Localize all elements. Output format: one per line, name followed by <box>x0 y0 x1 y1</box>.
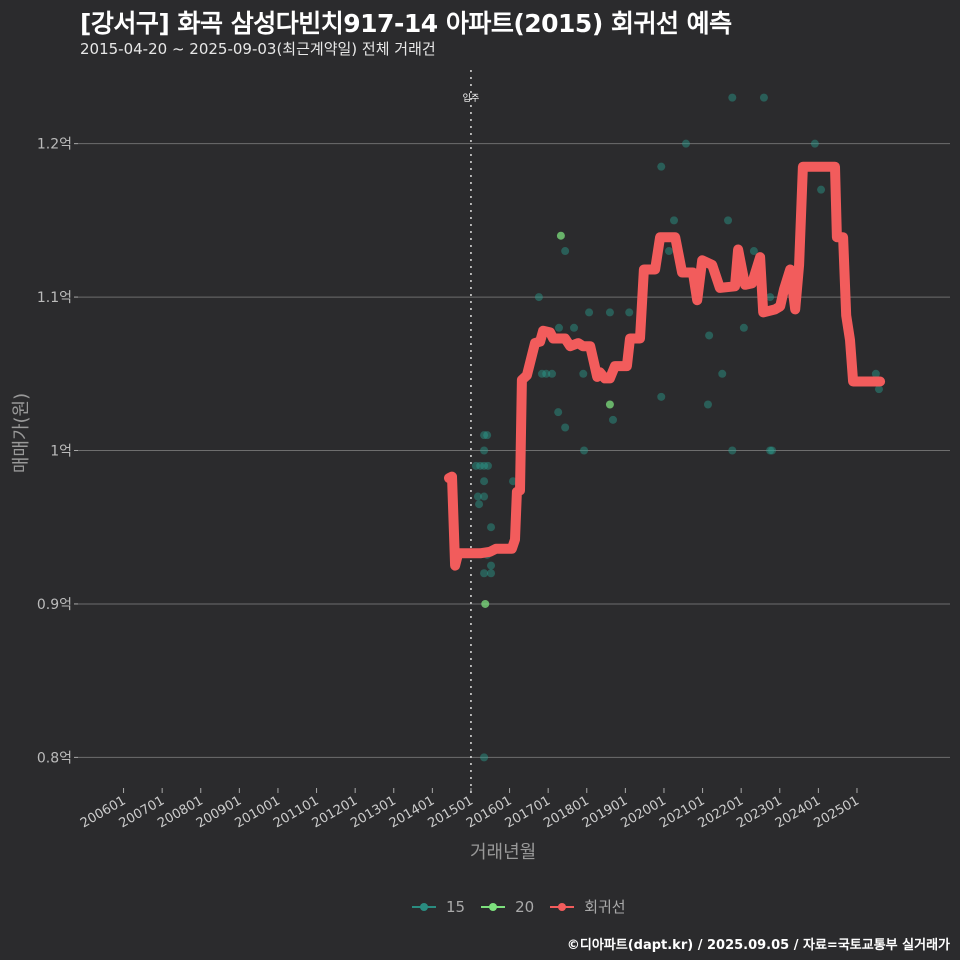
data-point-15 <box>657 162 666 171</box>
data-point-15 <box>739 323 748 332</box>
legend-item-regression: 회귀선 <box>550 896 626 917</box>
data-point-15 <box>718 369 727 378</box>
data-point-15 <box>724 216 733 225</box>
data-point-15 <box>483 431 492 440</box>
data-point-15 <box>476 461 485 470</box>
source-caption: ©디아파트(dapt.kr) / 2025.09.05 / 자료=국토교통부 실… <box>566 938 950 953</box>
data-point-15 <box>728 446 737 455</box>
legend-item-15: 15 <box>412 898 465 916</box>
data-point-15 <box>768 446 777 455</box>
data-point-15 <box>487 561 496 570</box>
data-point-15 <box>817 185 826 194</box>
data-point-15 <box>480 492 489 501</box>
data-point-15 <box>509 477 518 486</box>
data-point-15 <box>871 369 880 378</box>
data-point-15 <box>487 569 496 578</box>
legend-key-15 <box>412 902 436 911</box>
data-point-15 <box>681 139 690 148</box>
data-point-15 <box>534 293 543 302</box>
data-point-20 <box>605 400 614 409</box>
data-point-20 <box>556 231 565 240</box>
data-point-15 <box>473 492 482 501</box>
data-point-15 <box>480 569 489 578</box>
legend-key-regression <box>550 902 575 911</box>
legend-item-20: 20 <box>481 898 534 916</box>
data-point-15 <box>609 415 618 424</box>
data-point-15 <box>554 323 563 332</box>
legend: 15 20 회귀선 <box>412 896 634 917</box>
chart-subtitle: 2015-04-20 ~ 2025-09-03(최근계약일) 전체 거래건 <box>80 40 436 58</box>
data-point-15 <box>480 431 489 440</box>
legend-label-20: 20 <box>515 897 535 916</box>
data-point-15 <box>542 369 551 378</box>
data-point-15 <box>570 323 579 332</box>
data-point-20 <box>481 599 490 608</box>
data-point-15 <box>703 400 712 409</box>
legend-label-15: 15 <box>446 897 466 916</box>
data-point-15 <box>471 461 480 470</box>
data-point-15 <box>475 500 484 509</box>
data-point-15 <box>537 369 546 378</box>
data-point-15 <box>480 477 489 486</box>
chart-title: [강서구] 화곡 삼성다빈치917-14 아파트(2015) 회귀선 예측 <box>80 9 732 38</box>
data-point-15 <box>670 216 679 225</box>
move-in-marker-label: 입주 <box>463 92 480 104</box>
data-point-15 <box>657 392 666 401</box>
data-point-15 <box>759 93 768 102</box>
data-point-15 <box>705 331 714 340</box>
data-point-15 <box>483 461 492 470</box>
data-point-15 <box>561 423 570 432</box>
data-point-15 <box>874 385 883 394</box>
regression-line <box>444 161 886 571</box>
y-tick-label: 1.2억 <box>37 137 72 153</box>
data-point-15 <box>625 308 634 317</box>
y-tick-label: 0.9억 <box>37 597 72 613</box>
data-point-15 <box>561 247 570 256</box>
data-point-15 <box>749 247 758 256</box>
data-point-15 <box>664 247 673 256</box>
data-point-15 <box>548 369 557 378</box>
data-point-15 <box>480 461 489 470</box>
data-point-15 <box>579 369 588 378</box>
legend-key-20 <box>481 902 506 911</box>
data-point-15 <box>605 308 614 317</box>
data-point-15 <box>480 753 489 762</box>
data-point-15 <box>480 446 489 455</box>
data-point-15 <box>810 139 819 148</box>
data-point-15 <box>585 308 594 317</box>
y-tick-label: 1억 <box>50 444 72 460</box>
data-point-15 <box>554 408 563 417</box>
y-axis-label: 매매가(원) <box>11 392 32 474</box>
data-point-15 <box>487 523 496 532</box>
legend-label-regression: 회귀선 <box>584 898 626 916</box>
data-point-15 <box>766 446 775 455</box>
y-tick-label: 1.1억 <box>37 290 72 306</box>
data-point-15 <box>766 293 775 302</box>
y-tick-label: 0.8억 <box>37 750 72 766</box>
x-axis-label: 거래년월 <box>470 842 537 863</box>
data-point-15 <box>580 446 589 455</box>
data-point-15 <box>728 93 737 102</box>
